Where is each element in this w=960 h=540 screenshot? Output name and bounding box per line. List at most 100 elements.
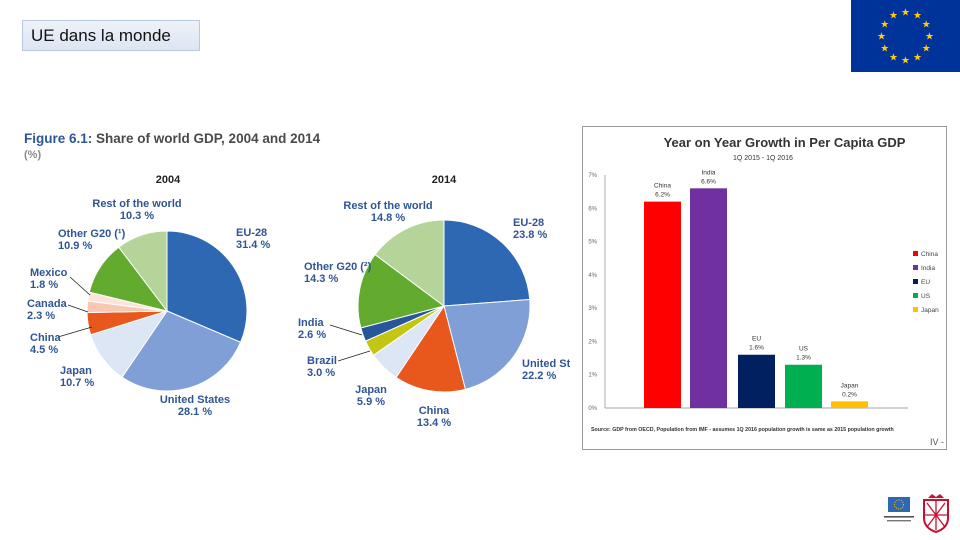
pie-value-label: 13.4 %: [417, 417, 451, 429]
figure-title-text: Share of world GDP, 2004 and 2014: [96, 131, 321, 146]
pie-slice-label: United States: [522, 358, 570, 370]
legend-swatch: [913, 265, 918, 270]
pie-slice-label: Other G20 (¹): [58, 228, 126, 240]
eu-flag-star-icon: ★: [880, 20, 889, 31]
eu-flag-star-icon: ★: [880, 44, 889, 55]
pie-slice-label: Other G20 (²): [304, 261, 372, 273]
bar-data-label: 1.3%: [796, 355, 811, 362]
pie-value-label: 2.6 %: [298, 329, 326, 341]
pie-leader-line: [57, 326, 93, 338]
eu-flag-star-icon: ★: [922, 20, 931, 31]
bar-category-label: EU: [752, 336, 761, 343]
legend-swatch: [913, 279, 918, 284]
bar-data-label: 1.6%: [749, 345, 764, 352]
legend-swatch: [913, 307, 918, 312]
figure-title: Figure 6.1: Share of world GDP, 2004 and…: [24, 131, 320, 146]
legend-label: EU: [921, 279, 930, 286]
y-tick-label: 4%: [588, 273, 597, 279]
legend-label: Japan: [921, 307, 939, 314]
eu-flag-star-icon: ★: [925, 32, 934, 43]
pie-slice-label: Mexico: [30, 267, 68, 279]
pie-slice-label: Japan: [355, 384, 387, 396]
legend-swatch: [913, 251, 918, 256]
legend-label: India: [921, 265, 935, 272]
bar: [785, 364, 822, 408]
pie-slice: [118, 230, 168, 313]
eu-flag-star-icon: ★: [922, 44, 931, 55]
pie-leader-line: [69, 276, 91, 296]
y-tick-label: 7%: [588, 173, 597, 179]
bar-category-label: China: [654, 183, 671, 190]
bar: [738, 354, 775, 408]
eu-flag-star-icon: ★: [889, 11, 898, 22]
pie-slice: [357, 253, 446, 329]
slide-title: UE dans la monde: [22, 20, 200, 51]
pie-value-label: 2.3 %: [27, 310, 55, 322]
pie-slice: [374, 219, 445, 307]
pie-slice: [166, 230, 248, 343]
european-commission-logo: [880, 495, 918, 527]
pie-slice-label: China: [419, 405, 450, 417]
pie-leader-line: [67, 304, 89, 313]
y-tick-label: 2%: [588, 339, 597, 345]
pie-slice-label: China: [30, 332, 61, 344]
pie-value-label: 14.3 %: [304, 273, 338, 285]
bar-data-label: 0.2%: [842, 391, 857, 398]
eu-flag-star-icon: ★: [901, 56, 910, 67]
figure-unit: (%): [24, 149, 42, 161]
legend-swatch: [913, 293, 918, 298]
bar-chart-source: Source: GDP from OECD, Population from I…: [591, 427, 894, 433]
bar-category-label: Japan: [841, 382, 859, 389]
pie-slice-label: Rest of the world: [343, 200, 432, 212]
pie-value-label: 1.8 %: [30, 279, 58, 291]
bar-data-label: 6.6%: [701, 178, 716, 185]
pie-slice-label: EU-28: [236, 227, 267, 239]
pie-year-label: 2014: [432, 174, 457, 186]
pie-value-label: 28.1 %: [178, 406, 212, 418]
pie-slice: [443, 219, 531, 307]
pie-slice-label: Canada: [27, 298, 68, 310]
bar: [690, 188, 727, 408]
pie-value-label: 3.0 %: [307, 367, 335, 379]
bar-category-label: US: [799, 346, 809, 353]
y-tick-label: 5%: [588, 240, 597, 246]
legend-label: US: [921, 293, 931, 300]
pie-slice-label: India: [298, 317, 325, 329]
navarra-crest-logo: [921, 492, 951, 534]
pie-slice-label: Rest of the world: [92, 198, 181, 210]
bar-chart-panel: Year on Year Growth in Per Capita GDP 1Q…: [582, 126, 947, 450]
bar-category-label: India: [701, 169, 715, 176]
pie-value-label: 23.8 %: [513, 229, 547, 241]
pie-value-label: 10.9 %: [58, 240, 92, 252]
pie-leader-line: [329, 324, 363, 336]
bar-chart-subtitle: 1Q 2015 - 1Q 2016: [733, 155, 793, 162]
pie-slice-label: Brazil: [307, 355, 337, 367]
y-tick-label: 3%: [588, 306, 597, 312]
eu-flag-star-icon: ★: [913, 11, 922, 22]
legend-label: China: [921, 251, 938, 258]
pie-slice: [395, 304, 466, 393]
bar-chart-title: Year on Year Growth in Per Capita GDP: [663, 135, 906, 150]
pie-value-label: 14.8 %: [371, 212, 405, 224]
page-marker: IV -: [930, 437, 945, 447]
y-tick-label: 6%: [588, 206, 597, 212]
pie-value-label: 10.3 %: [120, 210, 154, 222]
pie-value-label: 31.4 %: [236, 239, 270, 251]
pie-slice-label: United States: [160, 394, 230, 406]
pie-value-label: 5.9 %: [357, 396, 385, 408]
pie-slice: [121, 310, 242, 392]
pie-slice-label: EU-28: [513, 217, 544, 229]
bar-chart: 0% 1% 2% 3% 4% 5% 6% 7% China 6.2% India 6.6% EU 1.6%…: [588, 169, 939, 412]
pie-year-label: 2004: [156, 174, 181, 186]
eu-flag-logo: ★ ★ ★ ★ ★ ★ ★ ★ ★ ★ ★ ★: [851, 0, 960, 72]
figure-number: Figure 6.1:: [24, 131, 93, 146]
eu-flag-star-icon: ★: [889, 52, 898, 63]
pie-value-label: 22.2 %: [522, 370, 556, 382]
pie-slice: [443, 298, 531, 390]
pie-value-label: 10.7 %: [60, 377, 94, 389]
pie-value-label: 4.5 %: [30, 344, 58, 356]
eu-flag-star-icon: ★: [901, 8, 910, 19]
y-tick-label: 0%: [588, 406, 597, 412]
pie-slice-label: Japan: [60, 365, 92, 377]
